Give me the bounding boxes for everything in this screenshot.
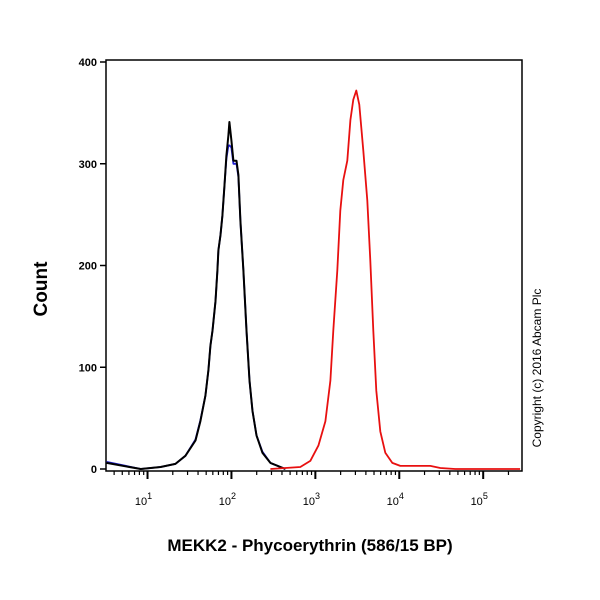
- plot-frame: [105, 59, 523, 472]
- series-line-2: [270, 89, 521, 470]
- x-tick-label: 102: [219, 491, 236, 508]
- y-tick-label: 0: [91, 464, 97, 476]
- x-tick-label: 103: [303, 491, 320, 508]
- y-tick-label: 100: [79, 362, 97, 374]
- x-tick-label: 104: [387, 491, 404, 508]
- x-axis-label: MEKK2 - Phycoerythrin (586/15 BP): [167, 536, 453, 555]
- series-line-1: [106, 121, 286, 470]
- y-tick-label: 200: [79, 261, 97, 273]
- y-tick-label: 400: [79, 57, 97, 69]
- y-tick-label: 300: [79, 159, 97, 171]
- x-tick-label: 101: [135, 491, 152, 508]
- y-axis-label: Count: [31, 261, 52, 317]
- copyright-annotation: Copyright (c) 2016 Abcam Plc: [530, 288, 544, 448]
- series-line-0: [106, 144, 286, 470]
- x-tick-label: 105: [471, 491, 488, 508]
